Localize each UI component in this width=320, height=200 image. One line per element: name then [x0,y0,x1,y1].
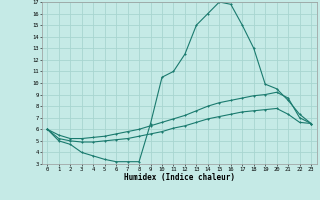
X-axis label: Humidex (Indice chaleur): Humidex (Indice chaleur) [124,173,235,182]
